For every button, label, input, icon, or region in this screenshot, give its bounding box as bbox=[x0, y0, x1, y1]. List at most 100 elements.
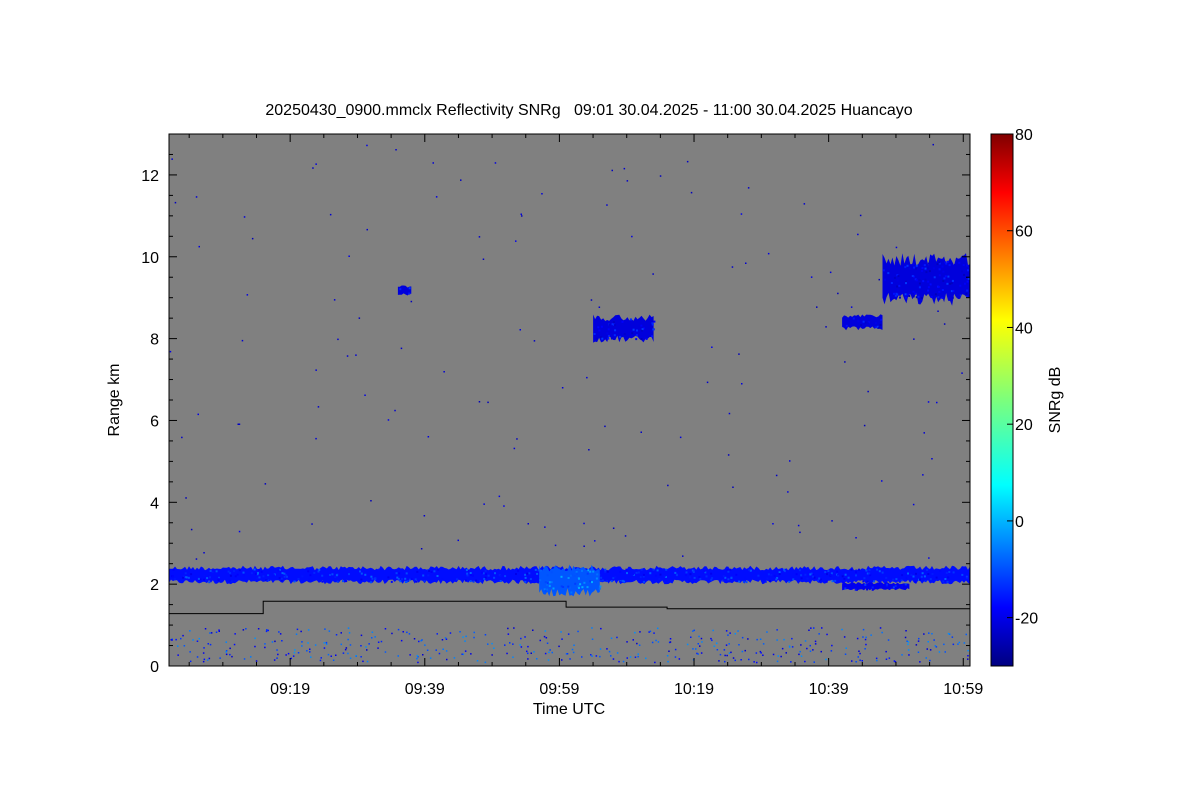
noise-pixel bbox=[183, 645, 186, 647]
noise-pixel bbox=[885, 658, 888, 660]
noise-pixel bbox=[342, 652, 345, 654]
noise-pixel bbox=[812, 649, 814, 651]
cloud-pixel bbox=[968, 267, 970, 270]
x-tick-label: 10:39 bbox=[809, 681, 849, 698]
cloud-pixel bbox=[606, 332, 609, 335]
cloud-pixel bbox=[397, 577, 400, 580]
noise-pixel bbox=[923, 432, 925, 434]
cloud-pixel bbox=[705, 575, 708, 578]
cloud-pixel bbox=[301, 575, 304, 578]
cloud-pixel bbox=[342, 580, 344, 583]
noise-pixel bbox=[729, 632, 731, 634]
noise-pixel bbox=[876, 659, 878, 662]
noise-pixel bbox=[867, 390, 869, 393]
cloud-pixel bbox=[484, 576, 487, 579]
noise-pixel bbox=[775, 474, 778, 477]
noise-pixel bbox=[251, 237, 254, 240]
noise-pixel bbox=[907, 641, 910, 643]
cloud-pixel bbox=[887, 272, 890, 275]
noise-pixel bbox=[327, 653, 330, 656]
noise-pixel bbox=[170, 639, 172, 641]
cloud-pixel bbox=[610, 580, 613, 583]
cloud-pixel bbox=[614, 575, 617, 578]
cloud-pixel bbox=[935, 576, 938, 579]
cloud-pixel bbox=[575, 571, 578, 573]
cloud-pixel bbox=[938, 262, 941, 265]
noise-pixel bbox=[549, 649, 551, 651]
noise-pixel bbox=[919, 661, 921, 663]
x-tick-label: 10:19 bbox=[674, 681, 714, 698]
cloud-pixel bbox=[611, 323, 614, 326]
noise-pixel bbox=[238, 530, 241, 533]
noise-pixel bbox=[772, 653, 775, 656]
noise-pixel bbox=[686, 643, 689, 646]
cloud-pixel bbox=[623, 333, 626, 335]
cloud-pixel bbox=[915, 572, 917, 575]
cloud-pixel bbox=[608, 323, 611, 326]
cloud-pixel bbox=[896, 293, 899, 296]
noise-pixel bbox=[789, 460, 791, 462]
noise-pixel bbox=[638, 644, 641, 646]
noise-pixel bbox=[203, 647, 205, 649]
noise-pixel bbox=[697, 643, 699, 645]
cloud-pixel bbox=[863, 577, 866, 580]
cloud-pixel bbox=[470, 574, 473, 577]
cloud-pixel bbox=[915, 279, 918, 282]
cloud-pixel bbox=[773, 574, 776, 577]
cloud-pixel bbox=[482, 572, 485, 575]
noise-pixel bbox=[370, 500, 372, 502]
noise-pixel bbox=[558, 645, 560, 648]
cloud-pixel bbox=[711, 577, 714, 580]
noise-pixel bbox=[667, 660, 669, 663]
noise-pixel bbox=[813, 627, 815, 629]
cloud-pixel bbox=[253, 568, 256, 571]
cloud-pixel bbox=[644, 336, 647, 339]
cloud-pixel bbox=[636, 329, 638, 332]
cloud-pixel bbox=[283, 570, 286, 572]
cloud-pixel bbox=[703, 569, 706, 572]
noise-pixel bbox=[420, 548, 423, 550]
cloud-pixel bbox=[864, 321, 867, 324]
cloud-pixel bbox=[914, 292, 917, 295]
noise-pixel bbox=[728, 412, 731, 415]
noise-pixel bbox=[837, 292, 839, 295]
cloud-pixel bbox=[871, 588, 874, 591]
cloud-pixel bbox=[172, 568, 175, 571]
cloud-pixel bbox=[589, 570, 592, 573]
cloud-pixel bbox=[415, 580, 418, 583]
cloud-pixel bbox=[685, 571, 688, 574]
cloud-pixel bbox=[948, 571, 951, 573]
noise-pixel bbox=[935, 646, 938, 648]
cloud-pixel bbox=[621, 579, 624, 582]
noise-pixel bbox=[182, 634, 184, 637]
cloud-pixel bbox=[947, 275, 950, 278]
cloud-pixel bbox=[699, 577, 702, 580]
cloud-pixel bbox=[619, 570, 622, 573]
noise-pixel bbox=[482, 258, 485, 260]
noise-pixel bbox=[503, 505, 505, 507]
cloud-pixel bbox=[405, 572, 408, 575]
cloud-pixel bbox=[878, 570, 881, 573]
noise-pixel bbox=[701, 641, 703, 643]
colorbar-tick-label: 20 bbox=[1015, 417, 1033, 434]
noise-pixel bbox=[355, 354, 357, 356]
noise-pixel bbox=[906, 640, 908, 642]
cloud-pixel bbox=[307, 570, 310, 573]
cloud-pixel bbox=[423, 580, 426, 583]
noise-pixel bbox=[590, 299, 593, 301]
cloud-pixel bbox=[597, 326, 600, 329]
cloud-pixel bbox=[567, 585, 570, 588]
cloud-pixel bbox=[436, 575, 439, 577]
cloud-pixel bbox=[414, 578, 417, 581]
cloud-feature bbox=[842, 582, 910, 591]
noise-pixel bbox=[766, 631, 768, 633]
noise-pixel bbox=[285, 654, 287, 656]
noise-pixel bbox=[395, 149, 397, 151]
cloud-pixel bbox=[676, 573, 678, 576]
cloud-pixel bbox=[568, 586, 571, 589]
noise-pixel bbox=[267, 629, 269, 632]
cloud-pixel bbox=[927, 286, 930, 289]
cloud-pixel bbox=[926, 569, 929, 571]
noise-pixel bbox=[478, 401, 481, 403]
noise-pixel bbox=[759, 638, 762, 640]
